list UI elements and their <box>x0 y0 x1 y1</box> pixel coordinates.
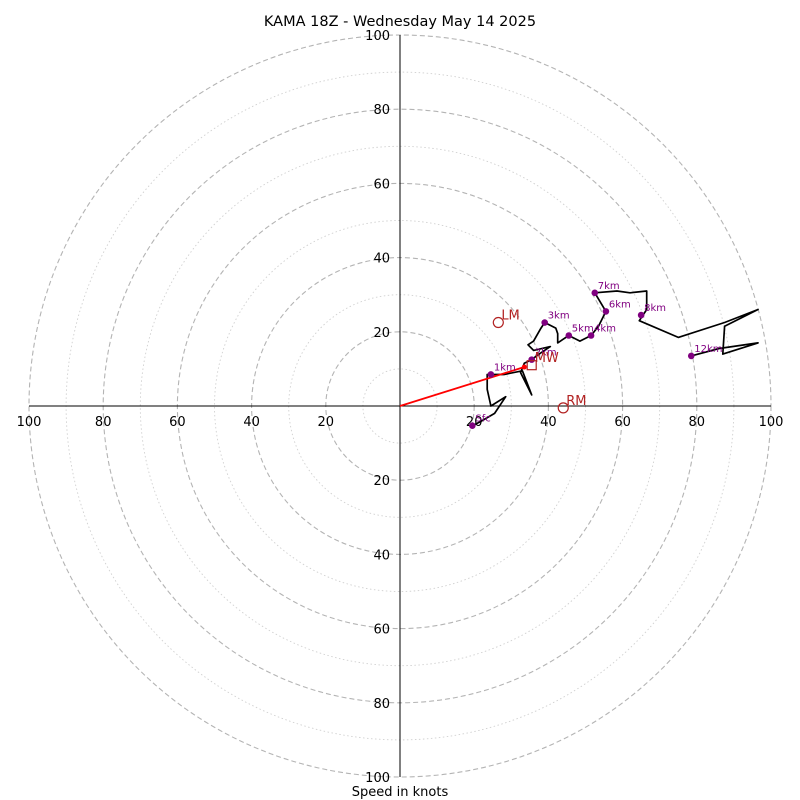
x-tick-label: 40 <box>540 415 557 430</box>
y-tick-label: 100 <box>365 29 390 44</box>
storm-label-MW: MW <box>535 351 559 366</box>
height-marker-4km <box>587 332 595 339</box>
y-tick-label: 40 <box>373 548 390 563</box>
height-marker-5km <box>565 332 573 339</box>
x-tick-label: 80 <box>95 415 112 430</box>
y-tick-label: 40 <box>373 252 390 267</box>
y-tick-label: 100 <box>365 771 390 786</box>
storm-label-RM: RM <box>566 394 586 409</box>
storm-marker-RM <box>557 402 569 414</box>
storm-marker-MW <box>526 360 537 371</box>
x-axis-label: Speed in knots <box>352 785 449 800</box>
y-tick-label: 60 <box>373 623 390 638</box>
height-label-12km: 12km <box>694 344 722 355</box>
height-marker-12km <box>687 352 695 360</box>
storm-label-LM: LM <box>501 309 519 324</box>
height-marker-1km <box>487 371 495 378</box>
y-tick-label: 60 <box>373 177 390 192</box>
y-tick-label: 20 <box>373 326 390 341</box>
height-marker-8km <box>637 311 645 319</box>
height-label-3km: 3km <box>548 311 570 322</box>
x-tick-label: 80 <box>689 415 706 430</box>
x-tick-label: 40 <box>243 415 260 430</box>
height-label-4km: 4km <box>594 324 616 335</box>
tick-labels: 100 80 60 40 20 20 40 60 80 100100806040202040608… <box>17 29 784 786</box>
x-tick-label: 20 <box>318 415 335 430</box>
x-tick-label: 100 <box>759 415 784 430</box>
mean-wind-vector-layer <box>399 364 527 407</box>
height-marker-3km <box>541 319 548 326</box>
x-tick-label: 60 <box>169 415 186 430</box>
mean-wind-vector <box>399 366 525 407</box>
chart-title: KAMA 18Z - Wednesday May 14 2025 <box>264 14 536 30</box>
height-label-6km: 6km <box>609 299 631 310</box>
height-label-Sfc: Sfc <box>475 414 490 425</box>
height-marker-6km <box>602 308 610 315</box>
x-tick-label: 100 <box>17 415 42 430</box>
height-label-5km: 5km <box>572 324 594 335</box>
height-label-1km: 1km <box>494 362 516 373</box>
y-tick-label: 80 <box>373 697 390 712</box>
storm-marker-LM <box>492 316 504 329</box>
mean-wind-vector-tip <box>521 364 527 370</box>
height-label-2km: 2km <box>535 348 557 359</box>
storm-motion-markers: LM RM MW <box>492 309 586 414</box>
height-label-7km: 7km <box>598 281 620 292</box>
height-label-8km: 8km <box>644 303 666 314</box>
height-marker-Sfc <box>469 422 476 429</box>
y-tick-label: 80 <box>373 103 390 118</box>
x-tick-label: 60 <box>614 415 631 430</box>
height-marker-7km <box>591 289 599 297</box>
y-tick-label: 20 <box>373 474 390 489</box>
